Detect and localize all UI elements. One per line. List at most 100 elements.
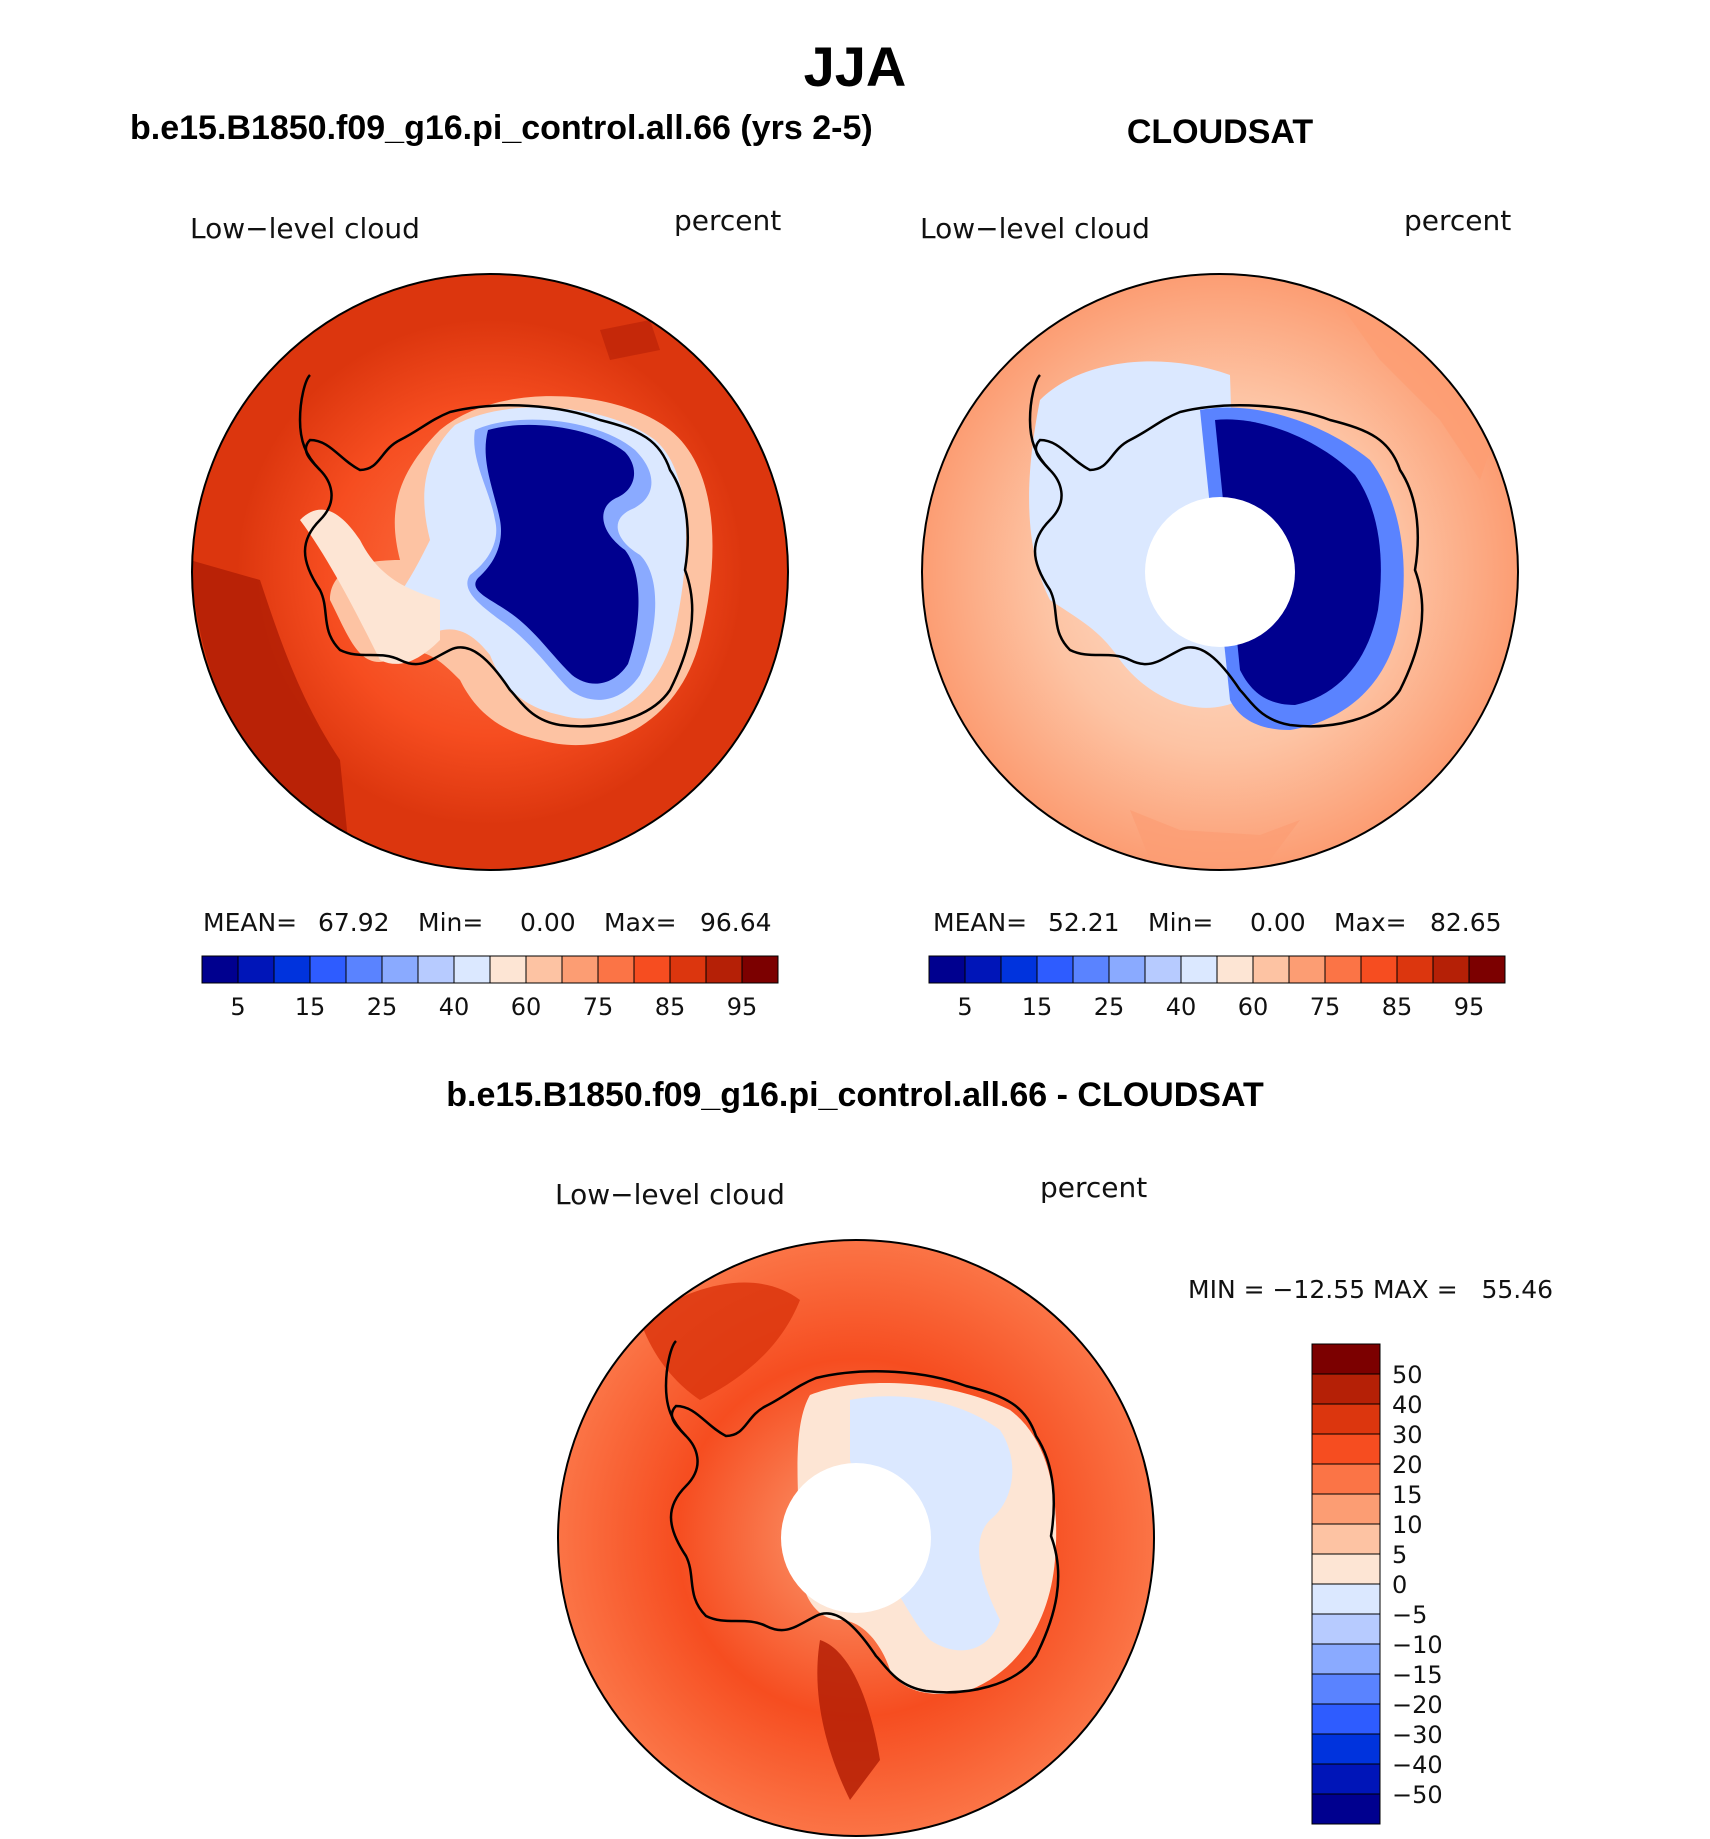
colorbar-swatch: [273, 955, 311, 984]
obs-mean-label: MEAN=: [933, 908, 1027, 937]
diff-region-south-dark: [817, 1640, 880, 1800]
colorbar-swatch: [1311, 1613, 1381, 1645]
colorbar-swatch: [1311, 1463, 1381, 1495]
colorbar-tick-label: 5: [1392, 1541, 1407, 1569]
diff-coastline: [669, 1370, 1060, 1694]
obs-max-label: Max=: [1334, 908, 1407, 937]
obs-missing-data-hole: [1145, 497, 1295, 647]
colorbar-swatch: [1216, 955, 1254, 984]
colorbar-swatch: [1036, 955, 1074, 984]
colorbar-swatch: [597, 955, 635, 984]
colorbar-tick-label: 60: [511, 993, 542, 1021]
diff-panel: b.e15.B1850.f09_g16.pi_control.all.66 - …: [446, 1076, 1553, 1837]
obs-panel-title: CLOUDSAT: [1127, 113, 1314, 151]
colorbar-swatch: [345, 955, 383, 984]
model-coastline: [303, 404, 694, 728]
obs-region-south-patch: [1130, 810, 1300, 860]
colorbar-swatch: [1108, 955, 1146, 984]
colorbar-swatch: [928, 955, 966, 984]
colorbar-swatch: [1180, 955, 1218, 984]
colorbar-tick-label: −10: [1392, 1631, 1443, 1659]
colorbar-tick-label: 30: [1392, 1421, 1423, 1449]
colorbar-tick-label: 15: [295, 993, 326, 1021]
colorbar-swatch: [741, 955, 779, 984]
obs-peninsula-coast: [1028, 374, 1051, 471]
colorbar-tick-label: −50: [1392, 1781, 1443, 1809]
colorbar-swatch: [417, 955, 455, 984]
colorbar-swatch: [633, 955, 671, 984]
colorbar-tick-label: 75: [583, 993, 614, 1021]
colorbar-tick-label: 85: [1382, 993, 1413, 1021]
colorbar-swatch: [669, 955, 707, 984]
model-min-value: 0.00: [520, 908, 576, 937]
colorbar-swatch: [1311, 1793, 1381, 1825]
colorbar-swatch: [1311, 1583, 1381, 1615]
diff-map: [557, 1239, 1155, 1837]
obs-map: [921, 273, 1519, 871]
colorbar-tick-label: −30: [1392, 1721, 1443, 1749]
colorbar-swatch: [1432, 955, 1470, 984]
model-peninsula-coast: [298, 374, 321, 471]
obs-units-label: percent: [1404, 204, 1511, 237]
model-region-west-dark: [192, 560, 350, 860]
colorbar-tick-label: 85: [655, 993, 686, 1021]
colorbar-swatch: [964, 955, 1002, 984]
model-max-value: 96.64: [700, 908, 772, 937]
colorbar-swatch: [489, 955, 527, 984]
colorbar-tick-label: 20: [1392, 1451, 1423, 1479]
colorbar-tick-label: −15: [1392, 1661, 1443, 1689]
colorbar-swatch: [309, 955, 347, 984]
colorbar-swatch: [1311, 1733, 1381, 1765]
model-panel: b.e15.B1850.f09_g16.pi_control.all.66 (y…: [130, 109, 873, 1021]
colorbar-tick-label: −20: [1392, 1691, 1443, 1719]
colorbar-tick-label: 10: [1392, 1511, 1423, 1539]
model-min-label: Min=: [418, 908, 483, 937]
colorbar-swatch: [1311, 1703, 1381, 1735]
obs-min-label: Min=: [1148, 908, 1213, 937]
colorbar-tick-label: 25: [1094, 993, 1125, 1021]
model-interior-core: [475, 424, 639, 684]
colorbar-swatch: [237, 955, 275, 984]
colorbar-swatch: [453, 955, 491, 984]
diff-minmax-label: MIN = −12.55 MAX = 55.46: [1188, 1275, 1553, 1304]
model-units-label: percent: [674, 204, 781, 237]
model-region-north-patch: [600, 320, 660, 360]
colorbar-tick-label: 95: [1454, 993, 1485, 1021]
colorbar-tick-label: 75: [1310, 993, 1341, 1021]
colorbar-swatch: [1311, 1403, 1381, 1435]
colorbar-swatch: [1288, 955, 1326, 984]
colorbar-tick-label: 40: [439, 993, 470, 1021]
model-panel-title: b.e15.B1850.f09_g16.pi_control.all.66 (y…: [130, 109, 873, 147]
colorbar-tick-label: 25: [367, 993, 398, 1021]
colorbar-swatch: [1072, 955, 1110, 984]
diff-peninsula-coast: [664, 1340, 687, 1437]
colorbar-swatch: [1311, 1553, 1381, 1585]
obs-min-value: 0.00: [1250, 908, 1306, 937]
colorbar-swatch: [1000, 955, 1038, 984]
obs-panel: CLOUDSAT Low−level cloud percent MEAN= 5…: [920, 113, 1519, 1021]
colorbar-tick-label: 5: [230, 993, 245, 1021]
colorbar-swatch: [561, 955, 599, 984]
model-peninsula-region: [300, 509, 440, 664]
colorbar-swatch: [381, 955, 419, 984]
colorbar-swatch: [1311, 1493, 1381, 1525]
colorbar-swatch: [1252, 955, 1290, 984]
colorbar-tick-label: 15: [1022, 993, 1053, 1021]
colorbar-tick-label: 5: [957, 993, 972, 1021]
obs-mean-value: 52.21: [1048, 908, 1120, 937]
colorbar-swatch: [201, 955, 239, 984]
colorbar-swatch: [1324, 955, 1362, 984]
colorbar-tick-label: 15: [1392, 1481, 1423, 1509]
colorbar-tick-label: 50: [1392, 1361, 1423, 1389]
colorbar-tick-label: 40: [1166, 993, 1197, 1021]
diff-units-label: percent: [1040, 1171, 1147, 1204]
model-colorbar: 5 15 25 40 60 75 85 95: [201, 955, 779, 1021]
obs-max-value: 82.65: [1430, 908, 1502, 937]
figure-title: JJA: [804, 35, 907, 98]
obs-coastline: [1033, 404, 1424, 728]
colorbar-swatch: [1311, 1433, 1381, 1465]
model-variable-label: Low−level cloud: [190, 212, 420, 245]
colorbar-swatch: [1360, 955, 1398, 984]
diff-panel-title: b.e15.B1850.f09_g16.pi_control.all.66 - …: [446, 1076, 1264, 1114]
colorbar-swatch: [525, 955, 563, 984]
